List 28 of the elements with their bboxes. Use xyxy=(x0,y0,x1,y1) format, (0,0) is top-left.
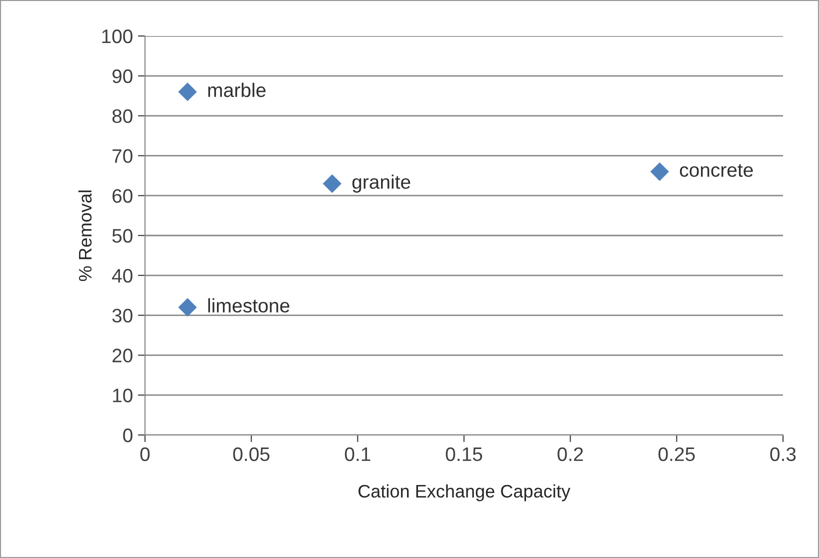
annotation: limestone xyxy=(208,298,290,313)
y-tick-label: 0 xyxy=(123,428,132,442)
y-tick-label: 50 xyxy=(112,228,132,243)
y-tick-label: 70 xyxy=(112,149,132,163)
y-tick-label: 60 xyxy=(112,189,132,203)
x-tick-label: 0.05 xyxy=(233,447,270,462)
y-tick-label: 10 xyxy=(113,388,132,402)
annotation: granite xyxy=(352,174,410,193)
y-tick-label: 90 xyxy=(112,69,132,84)
point xyxy=(322,174,342,193)
x-tick-label: 0.2 xyxy=(558,447,583,462)
y-tick-label: 30 xyxy=(112,308,132,323)
point xyxy=(178,82,197,102)
annotation: concrete xyxy=(680,164,753,177)
y-tick-label: 20 xyxy=(112,348,132,362)
y-tick-label: 80 xyxy=(112,109,132,124)
point xyxy=(178,298,197,317)
x-tick-label: 0.3 xyxy=(770,447,796,462)
x-tick-label: 0.15 xyxy=(446,447,482,462)
annotation: marble xyxy=(208,82,266,98)
point xyxy=(650,162,669,181)
x-tick-label: 0 xyxy=(140,447,150,462)
y-tick-label: 100 xyxy=(102,29,132,44)
x-tick-label: 0.1 xyxy=(344,447,370,462)
y-axis-title: % Removal xyxy=(78,190,92,282)
x-axis-title: Cation Exchange Capacity xyxy=(358,484,570,502)
y-tick-label: 40 xyxy=(112,268,132,283)
x-tick-label: 0.25 xyxy=(658,447,695,462)
